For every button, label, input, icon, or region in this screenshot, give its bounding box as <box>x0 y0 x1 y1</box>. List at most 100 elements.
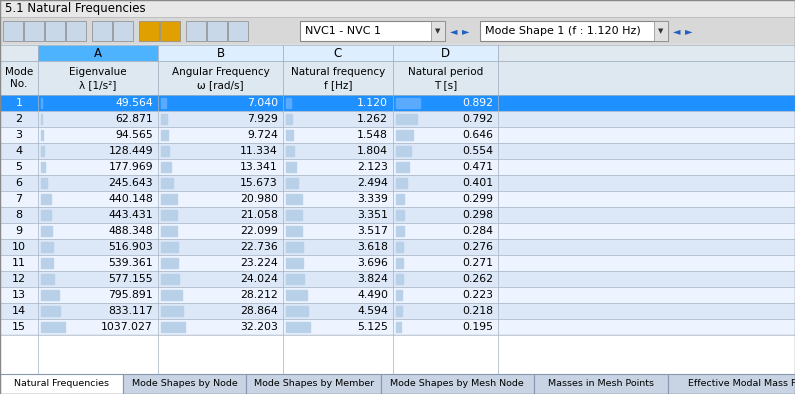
Text: 62.871: 62.871 <box>115 114 153 124</box>
Text: 3.824: 3.824 <box>357 274 388 284</box>
Bar <box>498 159 795 175</box>
Bar <box>41 306 60 316</box>
Bar <box>396 226 404 236</box>
Bar <box>161 162 171 172</box>
Bar <box>393 319 498 335</box>
Bar <box>161 274 179 284</box>
Text: 94.565: 94.565 <box>115 130 153 140</box>
Text: 23.224: 23.224 <box>240 258 278 268</box>
Text: 3.618: 3.618 <box>357 242 388 252</box>
Text: 0.646: 0.646 <box>462 130 493 140</box>
Text: 443.431: 443.431 <box>108 210 153 220</box>
Text: 0.271: 0.271 <box>462 258 493 268</box>
Bar <box>158 239 283 255</box>
Bar <box>283 111 393 127</box>
Text: ▼: ▼ <box>658 28 664 34</box>
Bar <box>38 303 158 319</box>
Bar <box>393 303 498 319</box>
Bar <box>161 258 178 268</box>
Bar <box>393 95 498 111</box>
Bar <box>158 143 283 159</box>
Text: 1: 1 <box>15 98 22 108</box>
Text: A: A <box>94 46 102 59</box>
Bar <box>0 207 38 223</box>
Bar <box>38 335 158 374</box>
Text: B: B <box>216 46 224 59</box>
Bar <box>41 178 47 188</box>
Bar <box>431 21 445 41</box>
Bar <box>38 271 158 287</box>
Bar <box>161 322 185 332</box>
Text: 21.058: 21.058 <box>240 210 278 220</box>
Bar <box>158 271 283 287</box>
Text: ◄: ◄ <box>450 26 457 36</box>
Bar <box>158 255 283 271</box>
Text: 128.449: 128.449 <box>108 146 153 156</box>
Bar <box>498 319 795 335</box>
Bar <box>396 242 403 252</box>
Bar <box>396 162 409 172</box>
Text: 14: 14 <box>12 306 26 316</box>
Bar <box>396 194 404 204</box>
Bar <box>38 287 158 303</box>
Bar <box>283 127 393 143</box>
Bar <box>41 114 42 124</box>
Bar <box>283 159 393 175</box>
Text: 0.401: 0.401 <box>462 178 493 188</box>
Bar <box>161 226 177 236</box>
Text: 0.892: 0.892 <box>462 98 493 108</box>
Bar <box>41 322 65 332</box>
Text: 539.361: 539.361 <box>108 258 153 268</box>
Bar <box>654 21 668 41</box>
Bar <box>0 45 38 61</box>
Bar <box>283 223 393 239</box>
Bar <box>38 223 158 239</box>
Bar <box>161 98 166 108</box>
Bar <box>38 143 158 159</box>
Bar <box>480 21 668 41</box>
Bar <box>41 210 51 220</box>
Bar <box>283 303 393 319</box>
Text: 15.673: 15.673 <box>240 178 278 188</box>
Text: 5: 5 <box>15 162 22 172</box>
Bar <box>41 98 42 108</box>
Bar <box>41 146 44 156</box>
Text: 2.494: 2.494 <box>357 178 388 188</box>
Bar <box>286 98 291 108</box>
Bar <box>396 210 404 220</box>
Bar <box>283 271 393 287</box>
Bar <box>38 191 158 207</box>
Bar <box>393 127 498 143</box>
Bar <box>393 191 498 207</box>
Text: 20.980: 20.980 <box>240 194 278 204</box>
Bar <box>158 335 283 374</box>
Bar <box>0 159 38 175</box>
Text: 3.696: 3.696 <box>357 258 388 268</box>
Text: 0.195: 0.195 <box>462 322 493 332</box>
Bar <box>41 194 51 204</box>
Text: 10: 10 <box>12 242 26 252</box>
Text: D: D <box>441 46 450 59</box>
Bar <box>393 255 498 271</box>
Bar <box>161 290 182 300</box>
Bar <box>41 162 45 172</box>
Bar <box>283 287 393 303</box>
Text: 3.517: 3.517 <box>357 226 388 236</box>
Bar <box>498 175 795 191</box>
Bar <box>161 178 173 188</box>
Bar <box>158 61 283 95</box>
Bar <box>0 127 38 143</box>
Bar <box>0 303 38 319</box>
Bar <box>393 111 498 127</box>
Bar <box>41 242 53 252</box>
Bar <box>38 127 158 143</box>
Text: Eigenvalue: Eigenvalue <box>69 67 127 77</box>
Text: 22.736: 22.736 <box>240 242 278 252</box>
Bar <box>0 374 123 394</box>
Bar <box>396 258 403 268</box>
Bar <box>158 287 283 303</box>
Bar <box>498 239 795 255</box>
Bar <box>0 271 38 287</box>
Text: Mode Shapes by Mesh Node: Mode Shapes by Mesh Node <box>390 379 524 388</box>
Bar <box>38 175 158 191</box>
